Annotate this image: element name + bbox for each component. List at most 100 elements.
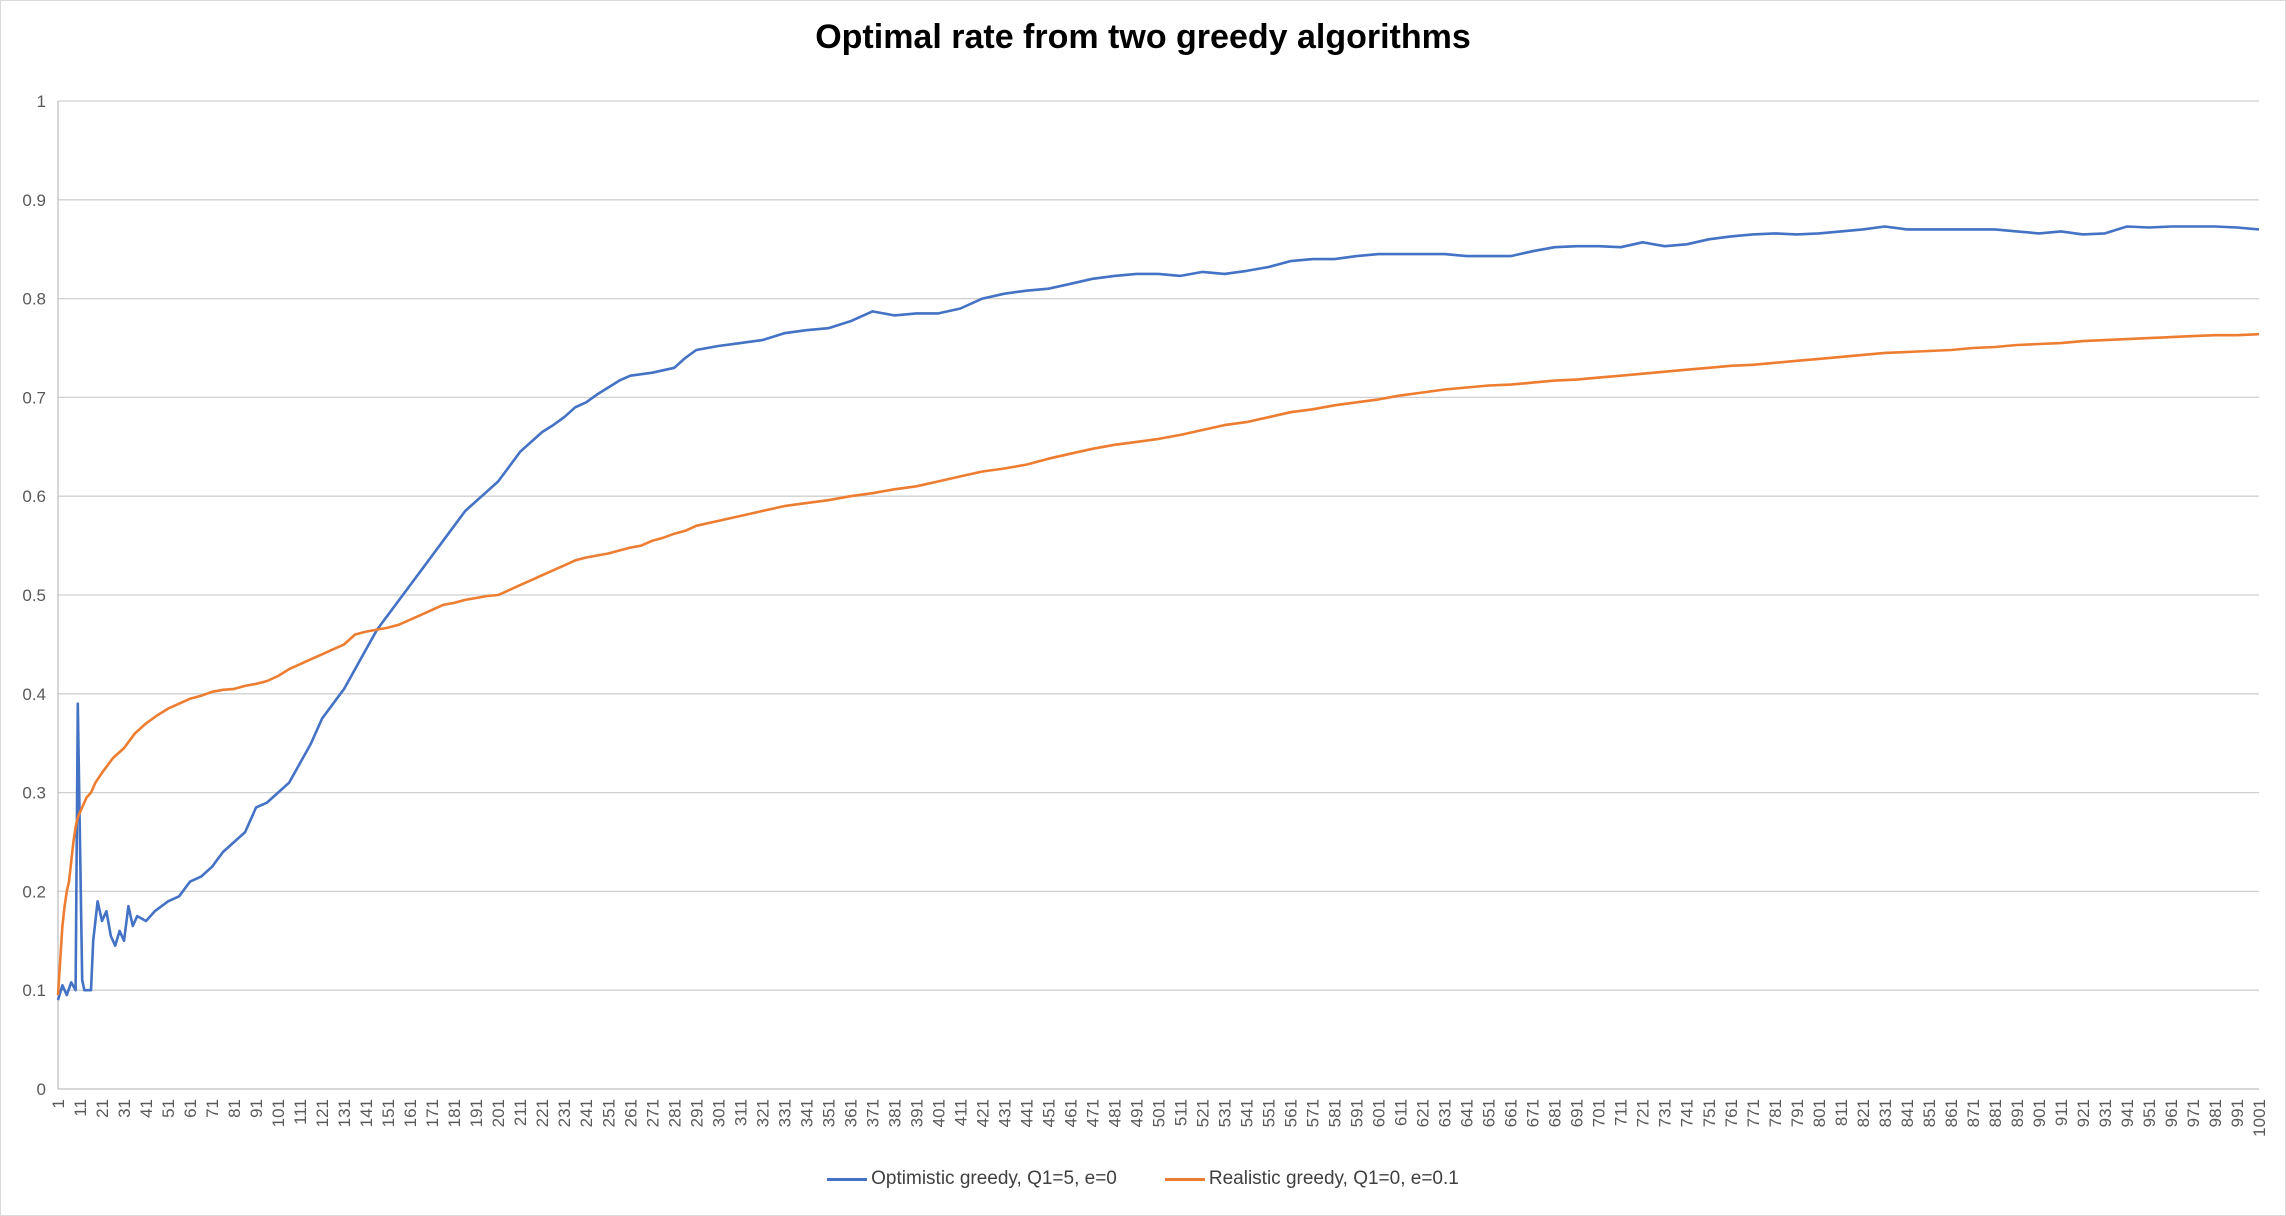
y-tick-label: 0.6 [22, 487, 46, 506]
x-tick-label: 171 [423, 1099, 442, 1127]
x-tick-label: 811 [1832, 1099, 1851, 1126]
x-tick-label: 101 [269, 1099, 288, 1127]
x-tick-label: 661 [1502, 1099, 1521, 1127]
x-tick-label: 261 [621, 1099, 640, 1127]
x-tick-label: 941 [2118, 1099, 2137, 1127]
x-tick-label: 491 [1127, 1099, 1146, 1127]
chart-title: Optimal rate from two greedy algorithms [815, 18, 1471, 56]
x-tick-label: 461 [1061, 1099, 1080, 1127]
x-tick-label: 11 [71, 1099, 90, 1117]
x-tick-label: 301 [709, 1099, 728, 1127]
x-tick-label: 151 [379, 1099, 398, 1127]
x-tick-label: 991 [2228, 1099, 2247, 1127]
y-tick-label: 0 [37, 1080, 46, 1099]
x-tick-label: 241 [577, 1099, 596, 1127]
legend-swatch-realistic [1164, 1177, 1205, 1181]
legend-item-realistic: Realistic greedy, Q1=0, e=0.1 [1164, 1168, 1459, 1190]
x-tick-label: 881 [1986, 1099, 2005, 1127]
x-tick-label: 521 [1194, 1099, 1213, 1127]
x-tick-label: 761 [1722, 1099, 1741, 1127]
x-tick-label: 631 [1436, 1099, 1455, 1127]
x-tick-label: 141 [357, 1099, 376, 1127]
series-line-optimistic [56, 225, 2260, 1001]
y-tick-label: 0.1 [22, 981, 46, 1000]
x-tick-label: 201 [489, 1099, 508, 1127]
x-tick-label: 731 [1656, 1099, 1675, 1127]
x-tick-label: 851 [1920, 1099, 1939, 1127]
x-tick-label: 131 [335, 1099, 354, 1127]
x-tick-label: 191 [467, 1099, 486, 1127]
series-line-realistic [56, 332, 2260, 996]
legend-label-realistic: Realistic greedy, Q1=0, e=0.1 [1208, 1168, 1459, 1189]
y-tick-label: 0.3 [22, 784, 46, 803]
x-tick-label: 361 [841, 1099, 860, 1127]
y-tick-label: 0.5 [22, 586, 46, 605]
x-tick-label: 741 [1678, 1099, 1697, 1127]
x-tick-label: 791 [1788, 1099, 1807, 1127]
x-tick-label: 701 [1590, 1099, 1609, 1127]
legend-label-optimistic: Optimistic greedy, Q1=5, e=0 [871, 1168, 1117, 1189]
x-tick-label: 221 [533, 1099, 552, 1127]
x-tick-label: 961 [2162, 1099, 2181, 1127]
x-tick-label: 391 [907, 1099, 926, 1127]
x-tick-label: 341 [797, 1099, 816, 1127]
x-tick-label: 511 [1172, 1099, 1191, 1126]
y-tick-label: 0.8 [22, 290, 46, 309]
x-tick-label: 111 [291, 1099, 310, 1125]
x-tick-label: 91 [247, 1099, 266, 1118]
x-tick-label: 481 [1105, 1099, 1124, 1127]
x-tick-label: 781 [1766, 1099, 1785, 1127]
x-tick-label: 671 [1524, 1099, 1543, 1127]
x-tick-label: 581 [1326, 1099, 1345, 1127]
x-tick-label: 451 [1039, 1099, 1058, 1127]
y-tick-label: 0.4 [22, 685, 46, 704]
x-tick-label: 621 [1414, 1099, 1433, 1127]
x-tick-label: 371 [863, 1099, 882, 1127]
x-tick-label: 591 [1348, 1099, 1367, 1127]
x-tick-label: 771 [1744, 1099, 1763, 1127]
x-tick-label: 161 [401, 1099, 420, 1127]
x-tick-label: 21 [93, 1099, 112, 1118]
x-tick-label: 951 [2140, 1099, 2159, 1127]
x-tick-label: 211 [511, 1099, 530, 1126]
x-tick-label: 651 [1480, 1099, 1499, 1127]
x-tick-label: 231 [555, 1099, 574, 1127]
x-tick-label: 431 [995, 1099, 1014, 1127]
x-tick-label: 971 [2184, 1099, 2203, 1127]
y-tick-label: 0.7 [22, 388, 46, 407]
x-tick-label: 411 [951, 1099, 970, 1126]
x-tick-label: 71 [203, 1099, 222, 1118]
x-tick-label: 61 [181, 1099, 200, 1118]
x-tick-label: 861 [1942, 1099, 1961, 1127]
x-tick-label: 31 [115, 1099, 134, 1118]
y-tick-label: 0.2 [22, 882, 46, 901]
x-tick-label: 901 [2030, 1099, 2049, 1127]
x-tick-label: 421 [973, 1099, 992, 1127]
x-tick-label: 681 [1546, 1099, 1565, 1127]
x-tick-label: 711 [1612, 1099, 1631, 1126]
x-tick-label: 121 [313, 1099, 332, 1127]
x-tick-label: 551 [1260, 1099, 1279, 1127]
x-tick-label: 1001 [2250, 1099, 2269, 1137]
x-tick-label: 271 [643, 1099, 662, 1127]
x-tick-label: 561 [1282, 1099, 1301, 1127]
x-tick-label: 821 [1854, 1099, 1873, 1127]
x-tick-label: 41 [137, 1099, 156, 1118]
x-tick-label: 531 [1216, 1099, 1235, 1127]
y-tick-label: 1 [37, 92, 46, 111]
x-tick-label: 501 [1150, 1099, 1169, 1127]
legend-item-optimistic: Optimistic greedy, Q1=5, e=0 [827, 1168, 1117, 1190]
x-tick-label: 751 [1700, 1099, 1719, 1127]
x-tick-label: 81 [225, 1099, 244, 1118]
x-tick-label: 541 [1238, 1099, 1257, 1127]
x-tick-label: 871 [1964, 1099, 1983, 1127]
x-tick-label: 931 [2096, 1099, 2115, 1127]
x-tick-label: 841 [1898, 1099, 1917, 1127]
x-tick-label: 181 [445, 1099, 464, 1127]
y-tick-label: 0.9 [22, 191, 46, 210]
x-tick-label: 471 [1083, 1099, 1102, 1127]
x-tick-label: 981 [2206, 1099, 2225, 1127]
x-tick-label: 641 [1458, 1099, 1477, 1127]
